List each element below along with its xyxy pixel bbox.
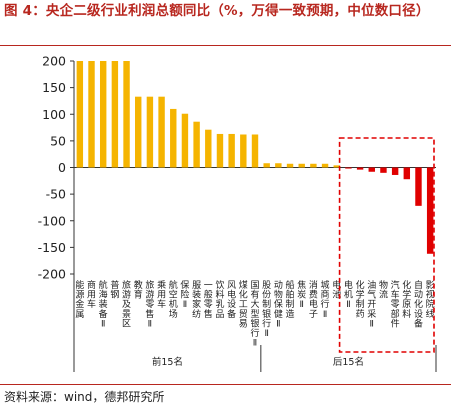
category-label: 消费电子 (309, 279, 318, 320)
group-label: 后15名 (333, 356, 364, 368)
bar (298, 163, 305, 168)
title-underline (0, 45, 451, 46)
bar (135, 96, 142, 168)
y-tick-label: 0 (58, 160, 66, 175)
bar (426, 167, 434, 254)
bar (275, 163, 282, 168)
category-label: 汽车零部件 (391, 279, 400, 329)
bar (158, 96, 165, 168)
category-label: 化学制药 (356, 279, 365, 320)
highlight-box (338, 137, 435, 353)
bar (415, 167, 422, 206)
category-label: 饮料乳品 (215, 279, 224, 320)
bar (88, 61, 95, 168)
category-label: 乘用车 (157, 279, 166, 310)
category-label: 焦炭 Ⅱ (297, 279, 306, 310)
source-rule (0, 384, 451, 385)
bar (286, 163, 294, 168)
bar (170, 108, 177, 168)
category-label: 股份制银行 Ⅱ (262, 280, 271, 339)
category-label: 电池 (332, 279, 341, 301)
bar (321, 163, 329, 168)
category-label: 影视院线 (426, 280, 435, 320)
bar (111, 61, 119, 168)
bar (345, 167, 352, 169)
bar (193, 121, 200, 168)
bar (181, 113, 189, 168)
category-label: 电机 Ⅱ (344, 279, 353, 310)
highlight-box-layer (338, 137, 435, 353)
bar (216, 133, 224, 168)
y-tick-label: 50 (50, 133, 66, 148)
category-label: 国有大型银行 Ⅱ (250, 280, 259, 349)
bar (99, 61, 107, 168)
category-label: 能源金属 (75, 279, 84, 320)
category-label: 煤化工贸易 (239, 279, 248, 329)
figure-title: 图 4：央企二级行业利润总额同比（%，万得一致预期，中位数口径） (4, 3, 430, 19)
y-tick-label: -50 (46, 187, 66, 202)
category-label: 服装家纺 (192, 280, 201, 320)
bar (240, 134, 247, 168)
category-label: 化学原料 (402, 279, 411, 320)
bar (263, 163, 270, 168)
group-label: 前15名 (152, 356, 183, 368)
bar (333, 165, 340, 168)
bar (205, 129, 212, 168)
category-label: 动物保健 Ⅱ (274, 280, 283, 329)
bar (76, 61, 84, 168)
category-label: 城商行 Ⅱ (321, 280, 330, 320)
bar (251, 134, 259, 168)
category-label: 旅游及景区 (122, 279, 131, 329)
bar (228, 133, 235, 168)
category-label: 普钢 (110, 279, 119, 301)
category-label: 航空机场 (169, 279, 178, 320)
category-label: 航海装备 Ⅱ (99, 279, 108, 329)
bar (403, 167, 411, 180)
y-tick-label: 100 (42, 107, 66, 122)
category-label: 教育 (134, 279, 143, 301)
y-tick-label: -200 (38, 267, 66, 282)
y-tick-label: 200 (42, 54, 66, 69)
axis-layer: 200 150 100 50 0 -50 -100 -150 -200 (38, 54, 436, 282)
bar (368, 167, 375, 172)
category-label: 商用车 (87, 279, 96, 310)
bar (356, 167, 364, 170)
bar (391, 167, 399, 175)
bar (380, 167, 387, 173)
y-tick-label: -150 (38, 240, 66, 255)
category-label: 旅游零售 Ⅱ (145, 279, 154, 329)
category-label: 物流 (379, 279, 388, 301)
y-tick-label: -100 (38, 213, 66, 228)
category-label: 保险 Ⅱ (180, 279, 189, 310)
category-label: 自动化设备 (414, 279, 423, 329)
y-tick-label: 150 (42, 80, 66, 95)
bars-layer (76, 61, 434, 254)
bar (146, 96, 154, 168)
category-label: 一般零售 (204, 281, 213, 320)
category-label: 船舶制造 (286, 279, 295, 320)
category-label: 油气开采 Ⅱ (367, 279, 376, 329)
category-label: 风电设备 (227, 280, 236, 320)
bar (310, 163, 317, 168)
bar (123, 61, 130, 168)
source-note: 资料来源：wind，德邦研究所 (4, 390, 165, 404)
